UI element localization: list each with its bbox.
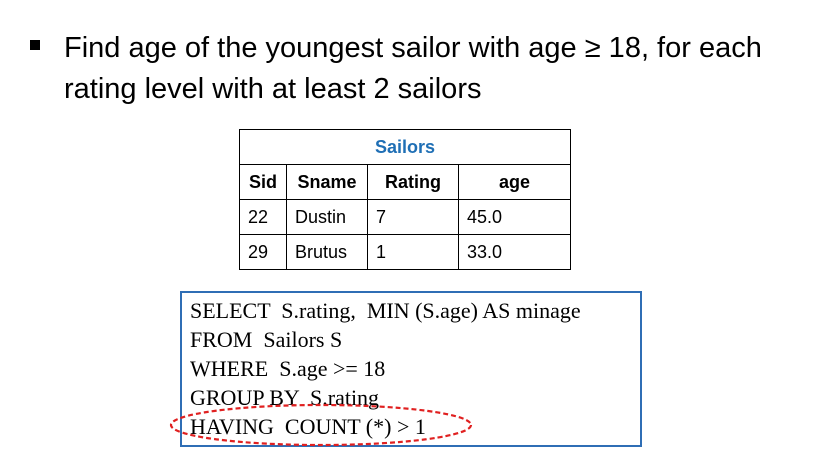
cell-rating: 7: [367, 199, 459, 235]
cell-sid: 29: [239, 234, 287, 270]
sql-group-by-line: GROUP BY S.rating: [190, 385, 380, 410]
table-row: 29 Brutus 1 33.0: [239, 234, 571, 270]
column-header-sname: Sname: [286, 164, 368, 200]
sql-where-line: WHERE S.age >= 18: [190, 356, 386, 381]
cell-rating: 1: [367, 234, 459, 270]
table-header-row: Sid Sname Rating age: [239, 164, 571, 200]
bullet-text: Find age of the youngest sailor with age…: [64, 32, 762, 105]
bullet-marker: [30, 40, 40, 50]
table-caption-row: Sailors: [239, 129, 571, 165]
cell-age: 45.0: [458, 199, 571, 235]
column-header-rating: Rating: [367, 164, 459, 200]
column-header-age: age: [458, 164, 571, 200]
cell-age: 33.0: [458, 234, 571, 270]
sql-having-line: HAVING COUNT (*) > 1: [190, 414, 426, 439]
sql-from-line: FROM Sailors S: [190, 327, 343, 352]
table-caption: Sailors: [239, 129, 571, 165]
sql-query-box: SELECT S.rating, MIN (S.age) AS minage F…: [180, 291, 642, 447]
cell-sname: Brutus: [286, 234, 368, 270]
table-row: 22 Dustin 7 45.0: [239, 199, 571, 235]
sailors-table: Sailors Sid Sname Rating age 22 Dustin 7…: [239, 129, 571, 270]
cell-sname: Dustin: [286, 199, 368, 235]
sql-select-line: SELECT S.rating, MIN (S.age) AS minage: [190, 298, 581, 323]
column-header-sid: Sid: [239, 164, 287, 200]
cell-sid: 22: [239, 199, 287, 235]
